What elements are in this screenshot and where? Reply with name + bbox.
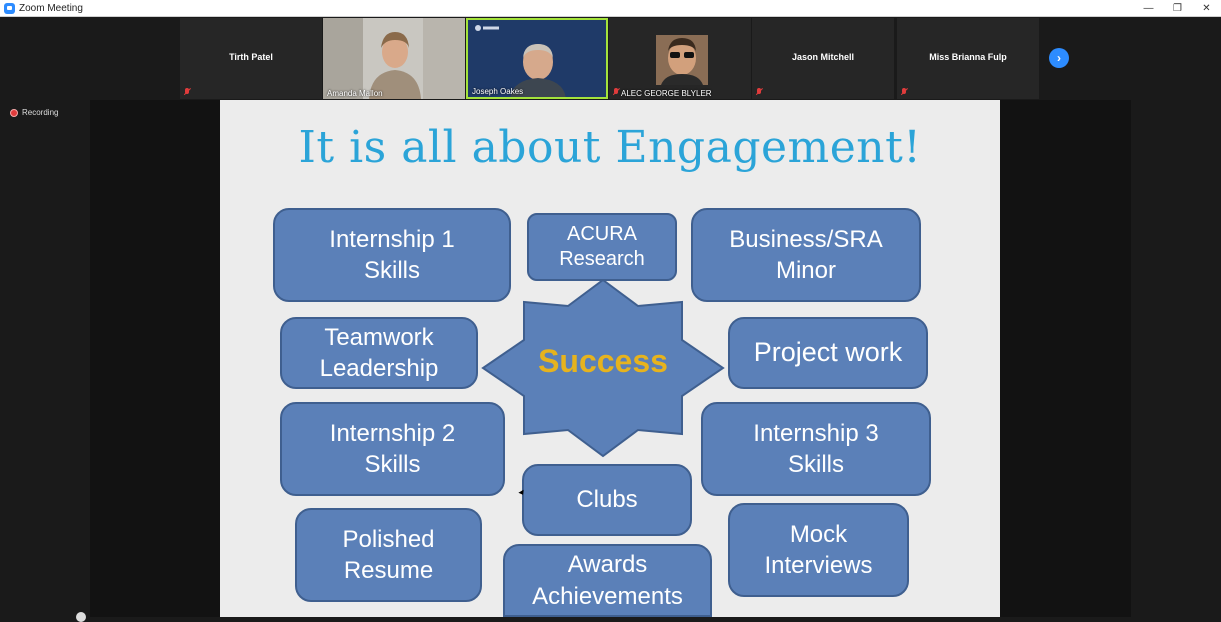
participant-gallery: Tirth Patel Amanda Mallon Joseph Oakes	[0, 17, 1221, 100]
participant-tile[interactable]: Miss Brianna Fulp	[897, 18, 1039, 99]
participant-tile-active-speaker[interactable]: Joseph Oakes	[466, 18, 608, 99]
slide-title: It is all about Engagement!	[298, 122, 922, 173]
success-star-shape	[481, 278, 725, 458]
participant-tile[interactable]: Amanda Mallon	[323, 18, 465, 99]
participant-name: Tirth Patel	[229, 52, 273, 62]
box-internship-3: Internship 3 Skills	[701, 402, 931, 496]
participant-name: Jason Mitchell	[791, 52, 854, 62]
zoom-app-icon	[4, 2, 15, 14]
participant-name: ALEC GEORGE BLYLER	[621, 89, 712, 98]
participant-video	[468, 20, 606, 97]
mic-muted-icon	[613, 88, 619, 96]
mic-muted-icon	[901, 88, 907, 96]
box-mock-interviews: Mock Interviews	[728, 503, 909, 597]
record-icon	[10, 108, 18, 117]
box-project-work: Project work	[728, 317, 928, 389]
participant-tile[interactable]: ALEC GEORGE BLYLER	[609, 18, 751, 99]
box-clubs: Clubs	[522, 464, 692, 536]
recording-label: Recording	[22, 108, 59, 117]
box-internship-2: Internship 2 Skills	[280, 402, 505, 496]
participant-name: Miss Brianna Fulp	[929, 52, 1007, 62]
box-business-minor: Business/SRA Minor	[691, 208, 921, 302]
box-polished-resume: Polished Resume	[295, 508, 482, 602]
gallery-next-button[interactable]: ›	[1049, 48, 1069, 68]
box-internship-1: Internship 1 Skills	[273, 208, 511, 302]
close-button[interactable]: ✕	[1202, 3, 1211, 14]
participant-video	[609, 18, 751, 99]
participant-name: Joseph Oakes	[472, 87, 524, 96]
participant-tile[interactable]: Jason Mitchell	[752, 18, 894, 99]
mic-muted-icon	[184, 88, 190, 96]
box-awards-achievements: Awards Achievements	[503, 544, 712, 617]
participant-name: Amanda Mallon	[327, 89, 383, 98]
window-title: Zoom Meeting	[19, 2, 83, 14]
box-teamwork-leadership: Teamwork Leadership	[280, 317, 478, 389]
box-acura-research: ACURA Research	[527, 213, 677, 281]
minimize-button[interactable]: —	[1143, 3, 1154, 14]
chevron-right-icon: ›	[1057, 51, 1061, 65]
participant-tile[interactable]: Tirth Patel	[180, 18, 322, 99]
shared-slide: It is all about Engagement! Success Inte…	[220, 100, 1000, 617]
window-titlebar: Zoom Meeting — ❐ ✕	[0, 0, 1221, 17]
success-label: Success	[538, 343, 668, 379]
restore-button[interactable]: ❐	[1173, 3, 1182, 14]
window-controls: — ❐ ✕	[1134, 0, 1221, 17]
mic-muted-icon	[756, 88, 762, 96]
participant-video	[323, 18, 465, 99]
recording-indicator[interactable]: Recording	[10, 108, 58, 117]
corner-handle-icon	[76, 612, 86, 622]
